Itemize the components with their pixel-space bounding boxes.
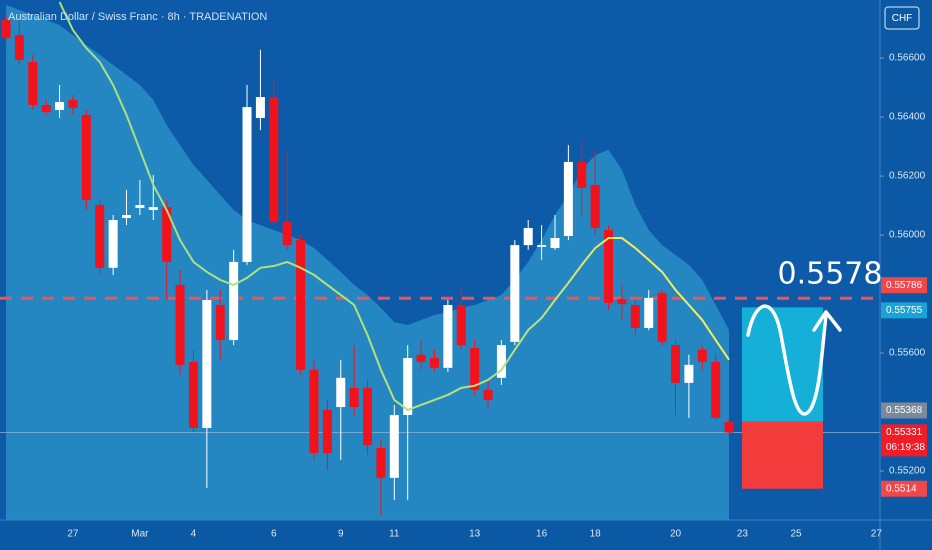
candle-body: [697, 349, 707, 362]
candle-body: [135, 204, 145, 208]
candle-body: [496, 345, 506, 378]
entry-label-bg: [881, 402, 927, 419]
candle-body: [604, 230, 614, 303]
candle-body: [269, 97, 279, 223]
candle-body: [108, 220, 118, 268]
x-tick-label: 13: [469, 529, 481, 540]
candle-body: [162, 207, 172, 262]
x-tick-label: 27: [871, 529, 883, 540]
target-zone: [742, 307, 823, 422]
currency-label[interactable]: CHF: [892, 13, 913, 24]
arrow-head: [812, 310, 842, 332]
candle-body: [363, 387, 373, 446]
candle-body: [711, 361, 721, 418]
candle-body: [577, 161, 587, 188]
stop-label: 0.5514: [886, 483, 917, 494]
candle-body: [617, 299, 627, 305]
candle-body: [644, 297, 654, 328]
entry-label: 0.55368: [886, 405, 923, 416]
last-price-label: 0.55331: [886, 427, 923, 438]
candle-body: [630, 304, 640, 328]
candle-body: [590, 184, 600, 228]
candle-body: [28, 61, 38, 106]
x-tick-label: 16: [536, 529, 548, 540]
candle-body: [188, 361, 198, 428]
candle-body: [68, 99, 78, 108]
candle-body: [429, 358, 439, 368]
target-level-label-bg: [881, 277, 927, 294]
y-tick-label: 0.56200: [889, 171, 926, 182]
x-tick-label: 20: [670, 529, 682, 540]
annotation: 0.5578: [778, 257, 883, 292]
candle-body: [336, 377, 346, 408]
chart-title: Australian Dollar / Swiss Franc · 8h · T…: [8, 11, 267, 23]
y-tick-label: 0.55600: [889, 348, 926, 359]
candle-body: [309, 369, 319, 454]
candle-body: [724, 422, 734, 433]
candle-body: [255, 97, 265, 118]
candle-body: [14, 35, 24, 60]
candle-body: [550, 238, 560, 249]
candle-body: [81, 115, 91, 200]
candle-body: [175, 284, 185, 365]
target-level-label: 0.55786: [886, 280, 923, 291]
candle-body: [122, 215, 132, 218]
candle-body: [443, 304, 453, 368]
candle-body: [657, 292, 667, 342]
candle-body: [671, 345, 680, 383]
candle-body: [416, 354, 426, 362]
y-tick-label: 0.56600: [889, 53, 926, 64]
candle-body: [282, 222, 292, 246]
candle-body: [95, 204, 105, 268]
candle-body: [376, 448, 386, 478]
candle-body: [202, 299, 212, 428]
candle-body: [229, 261, 239, 341]
candle-body: [322, 409, 332, 454]
candle-body: [389, 414, 399, 478]
candle-body: [41, 105, 51, 113]
candle-body: [55, 102, 65, 111]
y-tick-label: 0.55200: [889, 466, 926, 477]
x-tick-label: 11: [389, 529, 400, 540]
x-tick-label: 9: [338, 529, 344, 540]
candle-body: [510, 245, 520, 342]
x-tick-label: 25: [790, 529, 802, 540]
candle-body: [296, 240, 306, 370]
y-tick-label: 0.56000: [889, 230, 926, 241]
stop-zone: [742, 421, 823, 489]
band-area: [6, 5, 730, 521]
candle-body: [483, 389, 493, 400]
candle-body: [456, 304, 466, 346]
candle-body: [537, 245, 547, 247]
candle-body: [242, 107, 252, 262]
stop-label-bg: [881, 480, 927, 497]
candle-body: [1, 20, 11, 39]
candle-body: [403, 358, 413, 415]
target-label-bg: [881, 302, 927, 319]
x-tick-label: 6: [271, 529, 277, 540]
candle-body: [563, 161, 573, 236]
x-tick-label: 27: [67, 529, 79, 540]
candle-body: [148, 207, 158, 211]
x-tick-label: Mar: [131, 529, 149, 540]
currency-button[interactable]: [884, 6, 920, 30]
x-tick-label: 18: [590, 529, 602, 540]
arrow-curve: [746, 304, 828, 416]
countdown-label: 06:19:38: [886, 442, 925, 453]
x-tick-label: 4: [191, 529, 197, 540]
ema-line: [58, 1, 730, 412]
y-tick-label: 0.56400: [889, 112, 926, 123]
x-tick-label: 23: [737, 529, 749, 540]
candle-body: [470, 348, 480, 390]
last-price-bg: [881, 424, 927, 457]
target-label: 0.55755: [886, 305, 923, 316]
candle-body: [349, 387, 359, 408]
candle-body: [684, 364, 694, 383]
candle-body: [523, 227, 533, 246]
candle-body: [215, 304, 225, 341]
plot: [0, 1, 880, 521]
